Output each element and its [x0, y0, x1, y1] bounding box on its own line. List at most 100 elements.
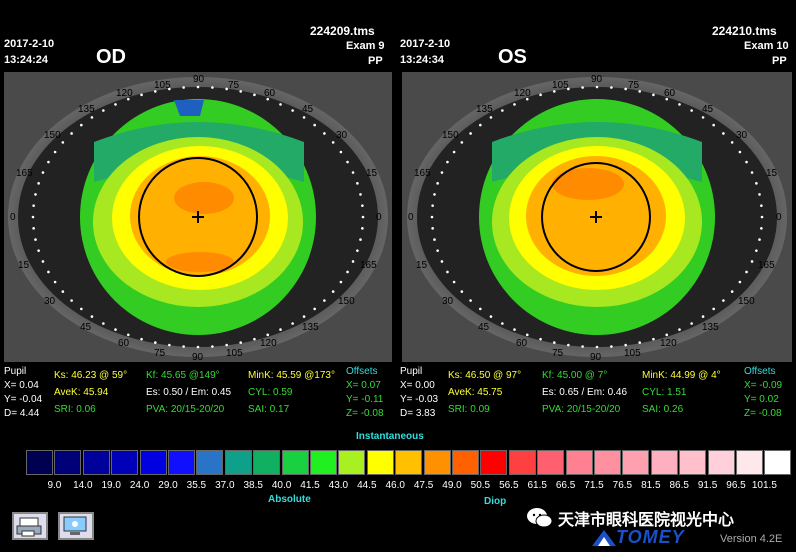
ring-dot [211, 345, 214, 348]
os-sai: SAI: 0.26 [642, 404, 684, 415]
os-pva: PVA: 20/15-20/20 [542, 404, 621, 415]
os-angle: 0 [408, 212, 414, 223]
od-offsets-label: Offsets [346, 366, 378, 377]
os-mink: MinK: 44.99 @ 4° [642, 370, 721, 381]
os-ks: Ks: 46.50 @ 97° [448, 370, 522, 381]
print-button[interactable] [12, 512, 48, 540]
ring-dot [436, 249, 439, 252]
od-cyl: CYL: 0.59 [248, 387, 293, 398]
od-angle: 45 [80, 322, 92, 333]
screen-button[interactable] [58, 512, 94, 540]
od-time: 13:24:24 [4, 54, 49, 66]
od-angle: 135 [302, 322, 319, 333]
od-pupil-y: Y= -0.04 [4, 394, 43, 405]
od-kf: Kf: 45.65 @149° [146, 370, 220, 381]
od-angle: 120 [260, 338, 277, 349]
ring-dot [581, 345, 584, 348]
ring-dot [433, 238, 436, 241]
wechat-icon [527, 508, 553, 528]
ring-dot [102, 322, 105, 325]
os-angle: 150 [442, 130, 459, 141]
od-angle: 0 [376, 212, 382, 223]
ring-dot [581, 86, 584, 89]
ring-dot [539, 337, 542, 341]
os-sri: SRI: 0.09 [448, 404, 490, 415]
ring-dot [168, 87, 171, 91]
os-angle: 105 [552, 80, 569, 91]
ring-dot [356, 182, 359, 185]
ring-dot [53, 280, 57, 284]
ring-dot [469, 299, 472, 302]
ring-dot [624, 343, 627, 347]
os-angle: 60 [516, 338, 528, 349]
od-pva: PVA: 20/15-20/20 [146, 404, 225, 415]
scale-swatch [310, 450, 337, 475]
ring-dot [501, 109, 504, 112]
os-eye-label: OS [498, 46, 527, 68]
ring-dot [182, 86, 185, 89]
ring-dot [690, 109, 693, 112]
ring-dot [126, 333, 130, 337]
ring-dot [430, 215, 434, 219]
od-topography-map[interactable]: 105 90 75 120 60 135 45 150 30 165 15 0 … [4, 72, 392, 362]
ring-dot [80, 123, 83, 127]
scale-tick: 47.5 [413, 480, 434, 491]
ring-dot [433, 193, 436, 196]
ring-dot [440, 171, 444, 174]
scale-tick: 14.0 [73, 480, 93, 491]
scale-swatch [764, 450, 792, 475]
scale-tick: 86.5 [669, 480, 689, 491]
ring-dot [624, 87, 627, 91]
os-cyl: CYL: 1.51 [642, 387, 687, 398]
ring-dot [501, 322, 504, 325]
os-angle: 75 [628, 80, 640, 91]
os-angle: 120 [660, 338, 677, 349]
scale-tick: 71.5 [584, 480, 604, 491]
ring-dot [47, 270, 50, 274]
scale-swatch [594, 450, 621, 475]
od-angle: 15 [18, 260, 30, 271]
scale-tick: 81.5 [641, 480, 661, 491]
ring-dot [182, 345, 185, 348]
ring-dot [760, 227, 763, 230]
od-angle-labels: 105 90 75 120 60 135 45 150 30 165 15 0 … [4, 72, 392, 362]
os-angle: 90 [590, 352, 602, 362]
os-angle: 60 [664, 88, 676, 99]
ring-dot [351, 171, 355, 174]
ring-dot [61, 290, 65, 293]
os-topography-map[interactable]: 105 90 75 120 60 135 45 150 30 165 15 0 … [402, 72, 792, 362]
scale-tick: 66.5 [555, 480, 576, 491]
od-angle: 105 [154, 80, 171, 91]
ring-dot [701, 315, 705, 318]
scale-tick: 44.5 [357, 480, 377, 491]
scale-swatch [565, 450, 593, 475]
od-pupil-label: Pupil [4, 366, 27, 377]
ring-dot [239, 90, 243, 93]
os-pupil-x: X= 0.00 [400, 380, 435, 391]
ring-dot [32, 204, 35, 207]
tomey-logo: TOMEY [616, 527, 685, 547]
ring-dot [225, 343, 228, 347]
ring-dot [37, 182, 40, 185]
ring-dot [359, 193, 362, 196]
ring-dot [313, 307, 316, 311]
scale-swatch [338, 450, 366, 475]
scale-swatch [224, 450, 252, 475]
ring-dot [323, 299, 326, 302]
scale-swatch [139, 450, 167, 475]
od-angle: 30 [44, 296, 56, 307]
scale-tick: 24.0 [129, 480, 150, 491]
ring-dot [567, 343, 570, 347]
ring-dot [323, 132, 326, 135]
os-angle: 150 [738, 296, 755, 307]
ring-dot [745, 160, 748, 164]
od-angle: 45 [302, 104, 314, 115]
ring-dot [638, 90, 642, 93]
os-angle: 165 [414, 168, 431, 179]
od-angle: 30 [336, 130, 348, 141]
ring-dot [313, 123, 316, 127]
ring-dot [41, 260, 45, 263]
ring-dot [339, 280, 343, 284]
od-sri: SRI: 0.06 [54, 404, 96, 415]
ring-dot [760, 215, 764, 219]
